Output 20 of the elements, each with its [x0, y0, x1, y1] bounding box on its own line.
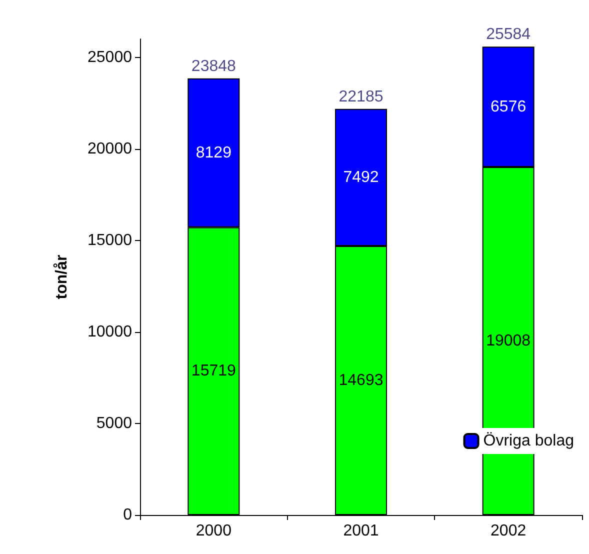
y-axis-title: ton/år: [52, 254, 70, 300]
total-label: 23848: [191, 58, 236, 75]
data-label: 7492: [343, 168, 379, 186]
y-tick-label: 20000: [88, 140, 132, 158]
data-label: 15719: [191, 362, 236, 380]
y-tick-label: 15000: [88, 232, 132, 249]
y-tick-label: 0: [123, 506, 132, 524]
data-label: 8129: [196, 144, 232, 162]
total-label: 22185: [338, 88, 384, 106]
data-label: 14693: [338, 372, 384, 390]
x-tick-label: 2000: [196, 522, 232, 540]
total-label: 25584: [486, 26, 531, 44]
y-tick-label: 25000: [88, 48, 132, 66]
y-tick-label: 5000: [96, 414, 132, 432]
x-tick-label: 2001: [343, 522, 379, 540]
y-tick-label: 10000: [88, 323, 132, 340]
x-tick-label: 2002: [490, 522, 526, 540]
legend-label: Övriga bolag: [483, 432, 574, 450]
data-label: 19008: [486, 332, 531, 350]
data-label: 6576: [490, 98, 526, 116]
